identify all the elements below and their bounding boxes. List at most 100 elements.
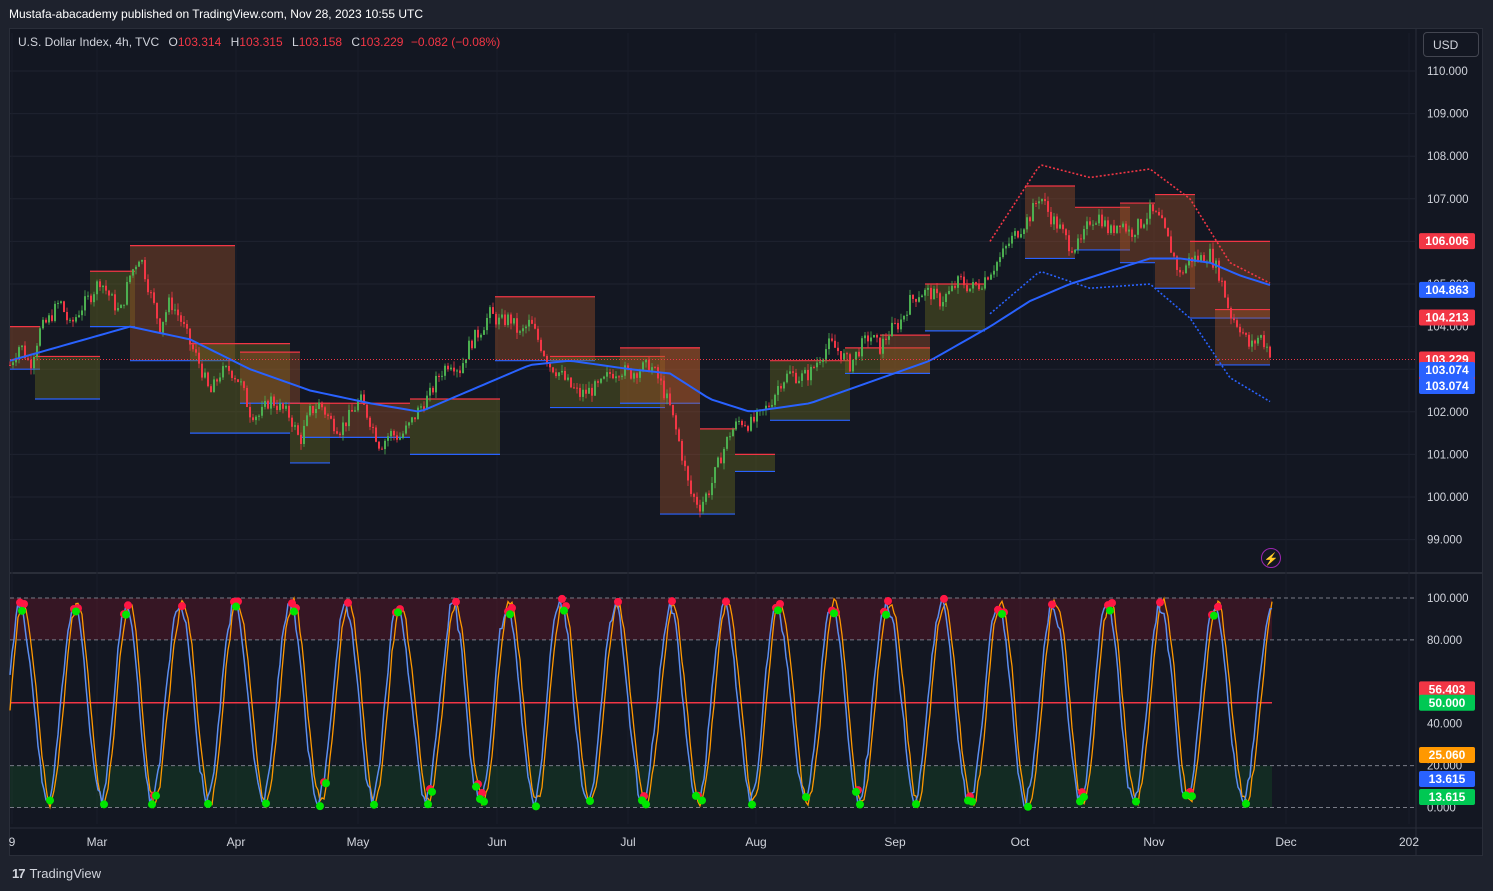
currency-button[interactable]: USD [1423, 32, 1479, 57]
candle-body [528, 319, 530, 327]
candle-body [162, 321, 164, 333]
candle-body [948, 290, 950, 294]
candle-body [1146, 218, 1148, 225]
osc-signal-up-dot [912, 800, 920, 809]
candle-body [735, 421, 737, 430]
candle-body [531, 319, 533, 324]
osc-signal-up-dot [472, 782, 480, 791]
candle-body [987, 277, 989, 280]
candle-body [24, 345, 26, 359]
candle-body [606, 372, 608, 377]
candle-body [744, 425, 746, 427]
candle-body [384, 440, 386, 450]
price-label-bg [1419, 378, 1475, 395]
symbol-legend[interactable]: U.S. Dollar Index, 4h, TVC O103.314 H103… [18, 35, 500, 49]
candle-body [1134, 234, 1136, 237]
candle-body [570, 377, 572, 388]
candle-body [828, 338, 830, 350]
osc-signal-up-dot [1210, 611, 1218, 620]
osc-label-bg [1419, 694, 1475, 711]
candle-body [306, 415, 308, 426]
candle-body [738, 420, 740, 422]
osc-signal-up-dot [262, 799, 270, 808]
candle-body [30, 359, 32, 369]
candle-body [702, 501, 704, 512]
candle-body [387, 436, 389, 441]
candle-body [675, 415, 677, 430]
chart-frame[interactable] [9, 28, 1483, 856]
candle-body [861, 338, 863, 357]
candle-body [858, 351, 860, 357]
candle-body [720, 457, 722, 464]
candle-body [612, 373, 614, 379]
sr-box [240, 352, 300, 404]
candle-body [315, 408, 317, 414]
osc-tick-label: 80.000 [1427, 635, 1462, 647]
tradingview-logo[interactable]: 17 TradingView [12, 866, 101, 881]
price-tick-label: 99.000 [1427, 535, 1462, 547]
candle-body [273, 396, 275, 406]
candle-body [588, 387, 590, 394]
candle-body [930, 287, 932, 300]
candle-body [978, 284, 980, 290]
candle-body [795, 372, 797, 384]
osc-signal-up-dot [46, 796, 54, 805]
candle-body [918, 297, 920, 302]
price-tick-label: 110.000 [1427, 66, 1468, 78]
candle-body [243, 381, 245, 388]
osc-signal-up-dot [290, 607, 298, 616]
osc-signal-down-dot [1108, 598, 1116, 607]
candle-body [618, 376, 620, 378]
lightning-icon[interactable]: ⚡ [1261, 548, 1281, 568]
candle-body [1050, 211, 1052, 225]
sr-box [130, 245, 235, 361]
candle-body [180, 315, 182, 322]
candle-body [708, 493, 710, 496]
candle-body [1080, 238, 1082, 240]
candle-body [1269, 346, 1271, 358]
candle-body [540, 339, 542, 352]
tradingview-brand: TradingView [29, 866, 102, 881]
candle-body [9, 364, 11, 366]
candle-body [717, 457, 719, 468]
candle-body [1140, 219, 1142, 228]
osc-signal-up-dot [322, 779, 330, 788]
candle-body [1059, 224, 1061, 229]
candle-body [663, 380, 665, 399]
candle-body [681, 441, 683, 461]
sr-box [190, 343, 290, 434]
candle-body [249, 406, 251, 418]
candle-body [912, 294, 914, 299]
candle-body [414, 417, 416, 420]
candle-body [336, 431, 338, 434]
candle-body [921, 295, 923, 298]
osc-signal-up-dot [802, 793, 810, 802]
candle-body [1131, 229, 1133, 237]
osc-signal-up-dot [968, 797, 976, 806]
symbol-name[interactable]: U.S. Dollar Index, 4h, TVC [18, 35, 160, 49]
candle-body [1212, 248, 1214, 268]
osc-signal-up-dot [642, 800, 650, 809]
candle-body [51, 315, 53, 321]
candle-body [1236, 320, 1238, 327]
candle-body [609, 372, 611, 374]
candle-body [960, 276, 962, 278]
candle-body [345, 422, 347, 427]
candle-body [1125, 223, 1127, 232]
sr-box [735, 454, 775, 472]
osc-signal-up-dot [1182, 791, 1190, 800]
osc-signal-up-dot [1080, 792, 1088, 801]
candle-body [837, 347, 839, 352]
osc-signal-up-dot [122, 610, 130, 619]
candle-body [288, 405, 290, 418]
candle-body [660, 378, 662, 381]
price-label-bg [1419, 281, 1475, 298]
candle-body [183, 321, 185, 325]
candle-body [453, 367, 455, 372]
price-label-text: 104.213 [1425, 311, 1469, 325]
candle-body [1170, 236, 1172, 253]
time-tick-label: Aug [745, 835, 766, 849]
price-label-text: 103.074 [1425, 379, 1469, 393]
candle-body [363, 394, 365, 405]
